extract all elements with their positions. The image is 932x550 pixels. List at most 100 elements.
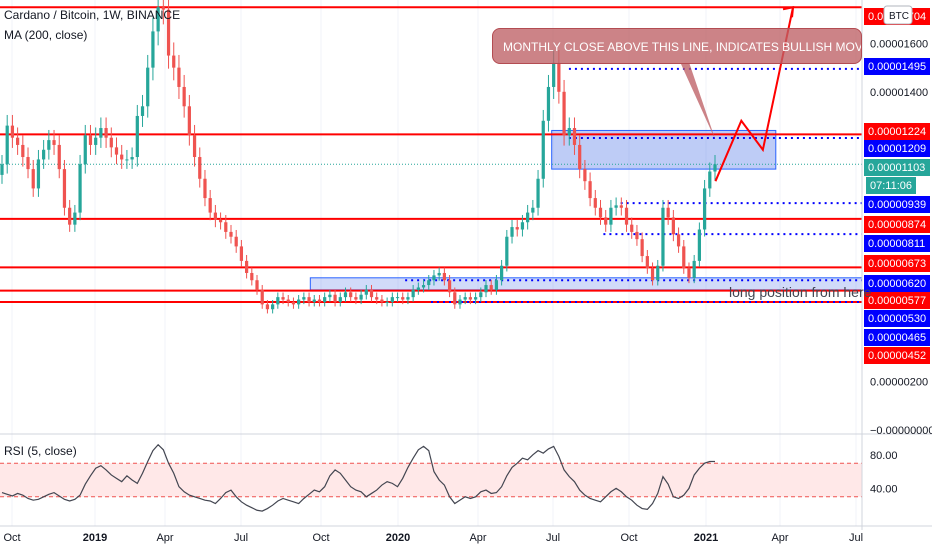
candle-body xyxy=(166,9,171,56)
price-badge-bg xyxy=(864,196,930,213)
candle-body xyxy=(239,246,244,261)
candle-body xyxy=(203,178,207,199)
candle-body xyxy=(297,299,301,305)
candle-body xyxy=(104,128,108,138)
candle-body xyxy=(255,280,259,290)
price-badge-bg xyxy=(864,216,930,233)
candle-body xyxy=(552,62,556,87)
candle-body xyxy=(198,157,202,179)
candle xyxy=(447,274,452,298)
candle xyxy=(68,199,72,232)
price-badge-text: 0.00000939 xyxy=(868,199,926,211)
candle xyxy=(401,292,405,305)
candle xyxy=(297,294,301,309)
candle xyxy=(83,124,87,174)
candle-body xyxy=(583,169,587,182)
candle-body xyxy=(260,289,264,305)
candle-body xyxy=(635,231,639,240)
candle-body xyxy=(10,125,15,138)
rsi-tick-label: 40.00 xyxy=(870,483,898,495)
candle xyxy=(671,209,675,242)
candle xyxy=(239,239,244,267)
currency-badge[interactable]: BTC xyxy=(883,5,913,25)
candle-body xyxy=(187,106,191,136)
candle xyxy=(307,292,311,307)
callout-label: MONTHLY CLOSE ABOVE THIS LINE, INDICATES… xyxy=(492,28,862,64)
candle-body xyxy=(120,154,124,160)
time-tick-label: Jul xyxy=(849,532,863,544)
candle xyxy=(546,74,551,132)
candle-body xyxy=(562,91,566,136)
candle-body xyxy=(312,299,316,302)
candle xyxy=(15,127,20,155)
candle xyxy=(187,94,191,146)
candle-body xyxy=(94,137,98,145)
candle xyxy=(578,134,582,179)
candle xyxy=(78,154,82,221)
candle xyxy=(453,287,457,309)
price-badge: 0.00000673 xyxy=(864,255,930,272)
candle xyxy=(177,54,181,99)
price-badge: 0.00000452 xyxy=(864,347,930,364)
price-badge: 0.00000811 xyxy=(864,235,930,252)
price-badge: 0.00001224 xyxy=(864,123,930,140)
candle-body xyxy=(682,246,686,269)
price-badge: 0.00000620 xyxy=(864,275,930,292)
candle xyxy=(500,259,504,286)
candle-body xyxy=(62,169,67,208)
candle-body xyxy=(676,234,681,247)
candle-body xyxy=(687,268,691,278)
candle xyxy=(166,0,171,69)
price-badge-bg xyxy=(866,177,916,194)
candle-body xyxy=(343,292,348,298)
ma-legend: MA (200, close) xyxy=(4,28,88,42)
time-tick-label: Apr xyxy=(156,532,173,544)
candle-body xyxy=(401,297,405,300)
candle xyxy=(385,297,389,307)
candle xyxy=(505,229,509,272)
candle xyxy=(244,254,249,279)
candle xyxy=(135,104,139,167)
candle xyxy=(406,292,410,305)
candle-body xyxy=(713,164,717,172)
candle xyxy=(291,297,296,309)
candle-body xyxy=(250,272,254,281)
candle-body xyxy=(26,157,30,170)
price-badge: 0.00001495 xyxy=(864,58,930,75)
candle xyxy=(614,197,618,216)
candle-body xyxy=(557,62,561,92)
candle xyxy=(21,134,25,167)
candle-body xyxy=(656,265,660,281)
candle-body xyxy=(364,289,368,295)
candle xyxy=(562,79,566,146)
price-badge-bg xyxy=(864,310,930,327)
candle-body xyxy=(208,198,212,213)
candle-body xyxy=(161,7,165,10)
candle-body xyxy=(234,236,238,247)
candle xyxy=(510,219,514,244)
candle-body xyxy=(68,207,72,225)
candle xyxy=(609,199,613,232)
candle-body xyxy=(447,280,452,293)
price-tick-label: 0.00000200 xyxy=(870,377,928,389)
candle-body xyxy=(307,297,311,302)
candle xyxy=(583,159,587,190)
candle xyxy=(479,287,483,302)
candle xyxy=(312,294,316,307)
candle-body xyxy=(224,222,228,232)
price-badge-text: 0.00000620 xyxy=(868,278,926,290)
candle xyxy=(531,199,535,221)
candle-body xyxy=(567,128,571,136)
candle-body xyxy=(578,144,582,170)
price-badge-bg xyxy=(864,58,930,75)
candle-body xyxy=(468,297,473,300)
candle xyxy=(229,224,233,244)
candle xyxy=(302,292,306,305)
zone-boxes xyxy=(309,129,863,291)
candle-body xyxy=(645,256,649,269)
price-badge-text: 07:11:06 xyxy=(870,180,912,192)
price-badge-text: 0.00000811 xyxy=(868,238,925,250)
candle-body xyxy=(510,227,514,237)
projection-line xyxy=(714,7,795,182)
candle xyxy=(224,214,228,239)
